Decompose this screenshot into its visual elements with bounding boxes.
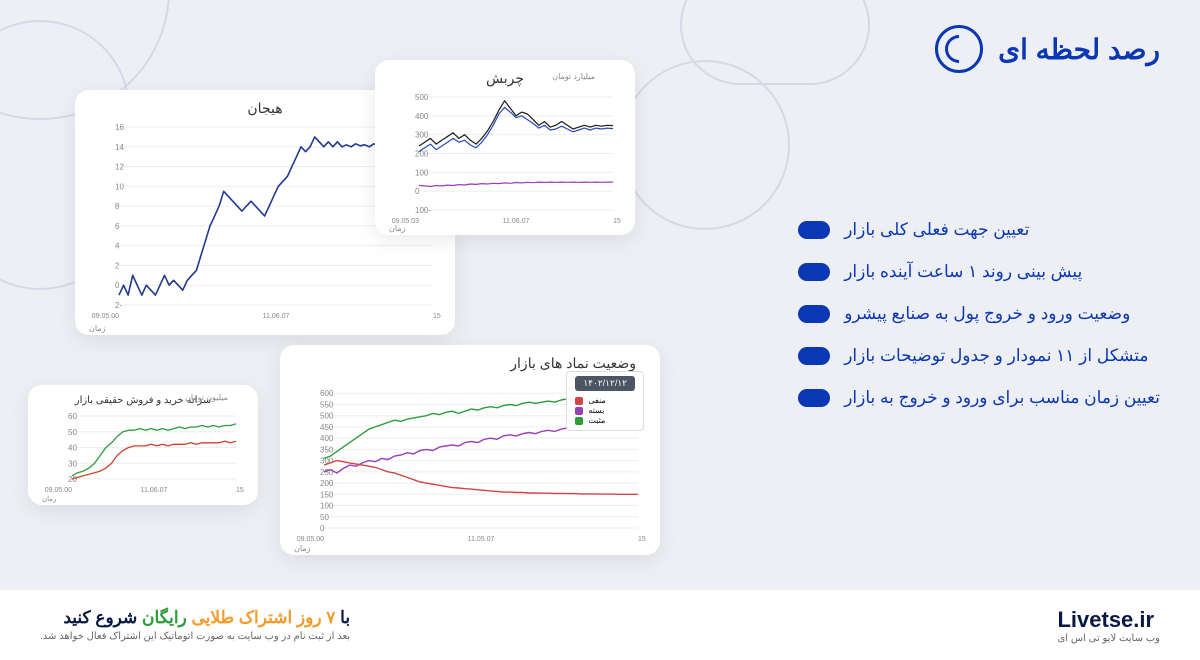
bullet-icon [798,221,830,239]
chart-svg: -100010020030040050009.05.0311.06.0715.0… [389,91,621,226]
svg-text:11.06.07: 11.06.07 [503,218,530,225]
svg-text:350: 350 [320,445,334,454]
feature-text: تعیین زمان مناسب برای ورود و خروج به باز… [844,388,1160,408]
brand-sub: وب سایت لایو تی اس ای [1057,633,1160,644]
svg-text:300: 300 [415,131,429,140]
chart-vaziate: وضعیت نماد های بازار ۱۴۰۲/۱۲/۱۲ منفیبسته… [280,345,660,555]
chart-ylabel: میلیون تومان [185,393,228,402]
svg-text:50: 50 [320,513,329,522]
svg-text:8: 8 [115,202,120,211]
page-title: رصد لحظه ای [998,33,1160,66]
bullet-icon [798,389,830,407]
chart-xlabel: زمان [89,324,105,333]
svg-text:0: 0 [415,187,420,196]
svg-text:200: 200 [320,479,334,488]
svg-text:20: 20 [68,475,77,484]
svg-text:400: 400 [415,112,429,121]
svg-text:10: 10 [115,182,124,191]
cta-main: با ۷ روز اشتراک طلایی رایگان شروع کنید [40,608,350,628]
chart-sarane: سرانه خرید و فروش حقیقی بازار میلیون توم… [28,385,258,505]
svg-text:50: 50 [68,428,77,437]
svg-text:11.06.07: 11.06.07 [141,487,168,494]
svg-text:100: 100 [320,502,334,511]
svg-text:14: 14 [115,143,124,152]
page-footer: Livetse.ir وب سایت لایو تی اس ای با ۷ رو… [0,590,1200,660]
feature-text: تعیین جهت فعلی کلی بازار [844,220,1029,240]
feature-item: تعیین زمان مناسب برای ورود و خروج به باز… [798,388,1160,408]
svg-text:150: 150 [320,490,334,499]
svg-text:15.00.41: 15.00.41 [433,313,441,320]
feature-item: تعیین جهت فعلی کلی بازار [798,220,1160,240]
svg-text:0: 0 [115,281,120,290]
chart-xlabel: زمان [42,495,56,503]
svg-text:-100: -100 [415,206,431,215]
feature-text: وضعیت ورود و خروج پول به صنایع پیشرو [844,304,1130,324]
svg-text:6: 6 [115,222,120,231]
radar-icon [935,25,983,73]
bullet-icon [798,305,830,323]
bg-circle [620,60,790,230]
svg-text:11.05.07: 11.05.07 [468,536,495,543]
feature-item: متشکل از ۱۱ نمودار و جدول توضیحات بازار [798,346,1160,366]
svg-text:09.05.00: 09.05.00 [297,536,324,543]
feature-text: متشکل از ۱۱ نمودار و جدول توضیحات بازار [844,346,1148,366]
feature-item: وضعیت ورود و خروج پول به صنایع پیشرو [798,304,1160,324]
svg-text:15.00.41: 15.00.41 [236,487,244,494]
svg-text:16: 16 [115,123,124,132]
chart-ylabel: میلیارد تومان [552,72,595,81]
svg-text:40: 40 [68,444,77,453]
svg-text:450: 450 [320,423,334,432]
chart-svg: 20 30 40 50 60 09.05.00 11.06.07 15.00.41 [42,410,244,495]
legend-item: منفی [575,396,635,405]
svg-text:500: 500 [320,412,334,421]
chart-legend: ۱۴۰۲/۱۲/۱۲ منفیبستهمثبت [566,371,644,431]
svg-text:12: 12 [115,163,124,172]
svg-text:30: 30 [68,459,77,468]
legend-date: ۱۴۰۲/۱۲/۱۲ [575,376,635,391]
svg-text:15.00.41: 15.00.41 [638,536,646,543]
chart-xlabel: زمان [294,544,310,553]
svg-text:500: 500 [415,93,429,102]
feature-text: پیش بینی روند ۱ ساعت آینده بازار [844,262,1082,282]
svg-text:550: 550 [320,400,334,409]
svg-text:250: 250 [320,468,334,477]
cta-sub: بعد از ثبت نام در وب سایت به صورت اتومات… [40,631,350,642]
legend-item: مثبت [575,416,635,425]
svg-text:0: 0 [320,524,325,533]
bullet-icon [798,347,830,365]
svg-text:15.00.41: 15.00.41 [613,218,621,225]
svg-text:11.06.07: 11.06.07 [263,313,290,320]
chart-charbesh: چربش میلیارد تومان -10001002003004005000… [375,60,635,235]
feature-list: تعیین جهت فعلی کلی بازار پیش بینی روند ۱… [798,220,1160,408]
bg-shape [680,0,870,85]
feature-item: پیش بینی روند ۱ ساعت آینده بازار [798,262,1160,282]
svg-text:2: 2 [115,261,120,270]
svg-text:100: 100 [415,168,429,177]
footer-cta: با ۷ روز اشتراک طلایی رایگان شروع کنید ب… [40,608,350,642]
footer-brand: Livetse.ir وب سایت لایو تی اس ای [1057,607,1160,644]
svg-text:60: 60 [68,412,77,421]
svg-text:600: 600 [320,389,334,398]
svg-text:400: 400 [320,434,334,443]
svg-text:4: 4 [115,242,120,251]
chart-title: وضعیت نماد های بازار [294,355,646,372]
svg-text:200: 200 [415,150,429,159]
bullet-icon [798,263,830,281]
page-header: رصد لحظه ای [935,25,1160,73]
svg-text:-2: -2 [115,301,122,310]
svg-text:09.05.00: 09.05.00 [45,487,72,494]
svg-text:09.05.00: 09.05.00 [92,313,119,320]
chart-xlabel: زمان [389,224,405,233]
brand-name: Livetse.ir [1057,607,1160,633]
legend-item: بسته [575,406,635,415]
